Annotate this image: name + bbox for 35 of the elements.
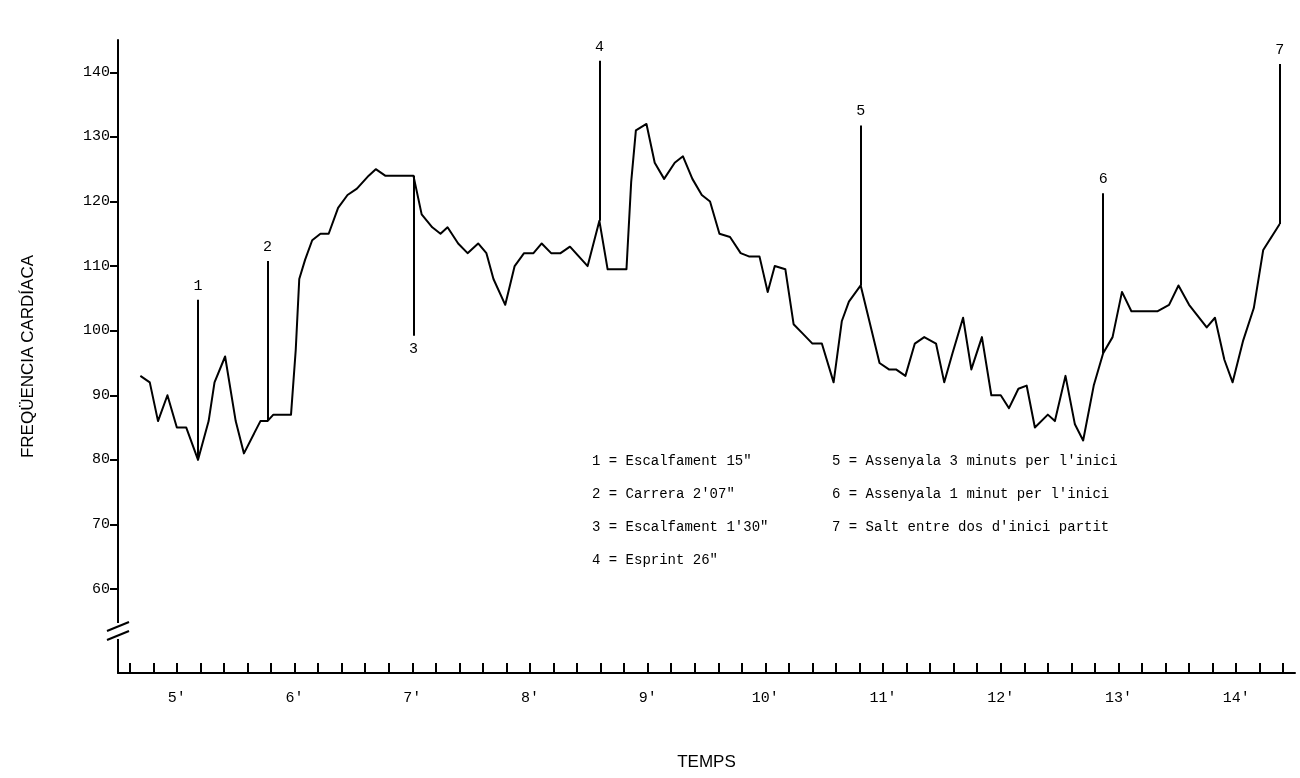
annotation: 4 bbox=[594, 38, 604, 56]
x-tick-label: 11' bbox=[869, 690, 897, 707]
x-tick-label: 8' bbox=[520, 690, 539, 707]
annotation: 2 = Carrera 2'07" bbox=[592, 486, 735, 502]
x-tick-label: 12' bbox=[987, 690, 1015, 707]
x-tick-label: 14' bbox=[1222, 690, 1250, 707]
y-axis-title: FREQÜENCIA CARDÍACA bbox=[18, 254, 37, 459]
annotation: 3 bbox=[408, 340, 418, 358]
y-tick-label: 140 bbox=[82, 63, 110, 81]
annotation: 6 = Assenyala 1 minut per l'inici bbox=[832, 486, 1110, 502]
annotation: 7 = Salt entre dos d'inici partit bbox=[832, 519, 1110, 535]
annotation: 3 = Escalfament 1'30" bbox=[592, 519, 769, 535]
y-tick-label: 90 bbox=[91, 386, 110, 404]
y-tick-label: 60 bbox=[91, 580, 110, 598]
annotation: 2 bbox=[262, 239, 272, 257]
annotation: 5 bbox=[856, 103, 866, 121]
x-tick-label: 13' bbox=[1104, 690, 1132, 707]
x-tick-label: 10' bbox=[751, 690, 779, 707]
annotation: 1 = Escalfament 15" bbox=[592, 453, 752, 469]
x-axis-title: TEMPS bbox=[677, 752, 736, 771]
annotation: 7 bbox=[1275, 42, 1285, 60]
y-tick-label: 110 bbox=[82, 257, 110, 275]
x-tick-label: 6' bbox=[285, 690, 304, 707]
annotation: 4 = Esprint 26" bbox=[592, 552, 719, 568]
y-tick-label: 130 bbox=[82, 128, 110, 146]
y-tick-label: 120 bbox=[82, 192, 110, 210]
x-tick-label: 9' bbox=[638, 690, 657, 707]
y-tick-label: 80 bbox=[91, 451, 110, 469]
annotation: 6 bbox=[1098, 171, 1108, 189]
annotation: 1 bbox=[193, 277, 203, 295]
x-tick-label: 5' bbox=[167, 690, 186, 707]
annotation: 5 = Assenyala 3 minuts per l'inici bbox=[832, 453, 1118, 469]
y-tick-label: 100 bbox=[82, 322, 110, 340]
y-tick-label: 70 bbox=[91, 515, 110, 533]
x-tick-label: 7' bbox=[403, 690, 422, 707]
